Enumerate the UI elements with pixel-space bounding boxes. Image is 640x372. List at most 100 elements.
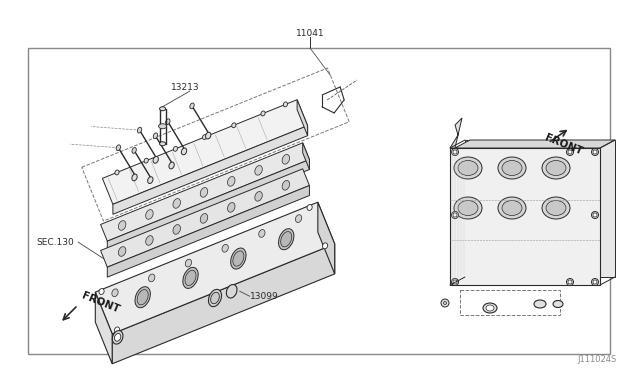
- Ellipse shape: [498, 157, 526, 179]
- Polygon shape: [450, 148, 600, 285]
- Ellipse shape: [307, 205, 312, 211]
- Ellipse shape: [185, 270, 196, 286]
- Ellipse shape: [153, 133, 157, 139]
- Ellipse shape: [278, 229, 294, 250]
- Polygon shape: [100, 143, 309, 241]
- Ellipse shape: [568, 150, 572, 154]
- Ellipse shape: [534, 300, 546, 308]
- Ellipse shape: [209, 289, 221, 307]
- Polygon shape: [100, 169, 309, 267]
- Ellipse shape: [132, 174, 137, 181]
- Bar: [28, 48, 610, 354]
- Ellipse shape: [593, 150, 597, 154]
- Ellipse shape: [566, 148, 573, 155]
- Polygon shape: [318, 202, 335, 274]
- Ellipse shape: [542, 157, 570, 179]
- Polygon shape: [95, 292, 112, 364]
- Ellipse shape: [228, 177, 235, 186]
- Polygon shape: [102, 100, 308, 204]
- Ellipse shape: [453, 150, 457, 154]
- Ellipse shape: [284, 102, 287, 107]
- Ellipse shape: [451, 212, 458, 218]
- Ellipse shape: [296, 215, 301, 222]
- Ellipse shape: [112, 331, 123, 344]
- Polygon shape: [465, 140, 615, 277]
- Text: SEC.130: SEC.130: [36, 237, 74, 247]
- Ellipse shape: [255, 192, 262, 201]
- Ellipse shape: [227, 285, 237, 298]
- Ellipse shape: [205, 132, 211, 139]
- Ellipse shape: [166, 119, 170, 125]
- Ellipse shape: [498, 197, 526, 219]
- Ellipse shape: [546, 160, 566, 176]
- Ellipse shape: [116, 145, 120, 151]
- Text: J111024S: J111024S: [578, 356, 617, 365]
- Ellipse shape: [138, 127, 141, 133]
- Ellipse shape: [593, 280, 597, 284]
- Ellipse shape: [132, 148, 136, 153]
- Ellipse shape: [159, 142, 166, 146]
- Ellipse shape: [144, 158, 148, 163]
- Ellipse shape: [173, 199, 180, 208]
- Ellipse shape: [483, 303, 497, 313]
- Ellipse shape: [282, 154, 289, 164]
- Ellipse shape: [181, 148, 187, 155]
- Ellipse shape: [255, 166, 262, 175]
- Ellipse shape: [568, 280, 572, 284]
- Ellipse shape: [222, 244, 228, 252]
- Ellipse shape: [566, 279, 573, 285]
- Ellipse shape: [502, 201, 522, 215]
- Ellipse shape: [546, 201, 566, 215]
- Ellipse shape: [451, 279, 458, 285]
- Ellipse shape: [190, 103, 194, 109]
- Text: 11041: 11041: [296, 29, 324, 38]
- Ellipse shape: [453, 213, 457, 217]
- Ellipse shape: [159, 124, 166, 129]
- Ellipse shape: [159, 107, 166, 111]
- Polygon shape: [113, 126, 308, 214]
- Ellipse shape: [185, 259, 191, 267]
- Text: 13099: 13099: [250, 292, 278, 301]
- Ellipse shape: [281, 232, 292, 247]
- Ellipse shape: [169, 162, 174, 169]
- Ellipse shape: [115, 333, 121, 341]
- Polygon shape: [112, 244, 335, 364]
- Ellipse shape: [135, 287, 150, 308]
- Ellipse shape: [202, 135, 207, 140]
- Text: FRONT: FRONT: [80, 291, 121, 315]
- Ellipse shape: [148, 177, 153, 183]
- Polygon shape: [108, 186, 309, 277]
- Ellipse shape: [441, 299, 449, 307]
- Ellipse shape: [173, 147, 177, 151]
- Ellipse shape: [137, 289, 148, 305]
- Ellipse shape: [183, 267, 198, 288]
- Ellipse shape: [99, 289, 104, 295]
- Ellipse shape: [542, 197, 570, 219]
- Ellipse shape: [451, 148, 458, 155]
- Ellipse shape: [148, 274, 155, 282]
- Ellipse shape: [146, 210, 153, 219]
- Polygon shape: [297, 100, 308, 136]
- Ellipse shape: [454, 197, 482, 219]
- Text: FRONT: FRONT: [543, 133, 584, 157]
- Ellipse shape: [112, 289, 118, 296]
- Ellipse shape: [444, 301, 447, 305]
- Ellipse shape: [553, 301, 563, 308]
- Ellipse shape: [323, 243, 328, 249]
- Ellipse shape: [458, 160, 478, 176]
- Ellipse shape: [200, 187, 208, 197]
- Polygon shape: [303, 143, 309, 170]
- Ellipse shape: [591, 148, 598, 155]
- Ellipse shape: [228, 203, 235, 212]
- Ellipse shape: [261, 111, 265, 116]
- Ellipse shape: [118, 221, 126, 230]
- Ellipse shape: [591, 212, 598, 218]
- Polygon shape: [95, 202, 335, 334]
- Ellipse shape: [458, 201, 478, 215]
- Ellipse shape: [282, 180, 289, 190]
- Polygon shape: [108, 160, 309, 251]
- Ellipse shape: [173, 225, 180, 234]
- Ellipse shape: [502, 160, 522, 176]
- Polygon shape: [455, 140, 615, 148]
- Ellipse shape: [486, 305, 494, 311]
